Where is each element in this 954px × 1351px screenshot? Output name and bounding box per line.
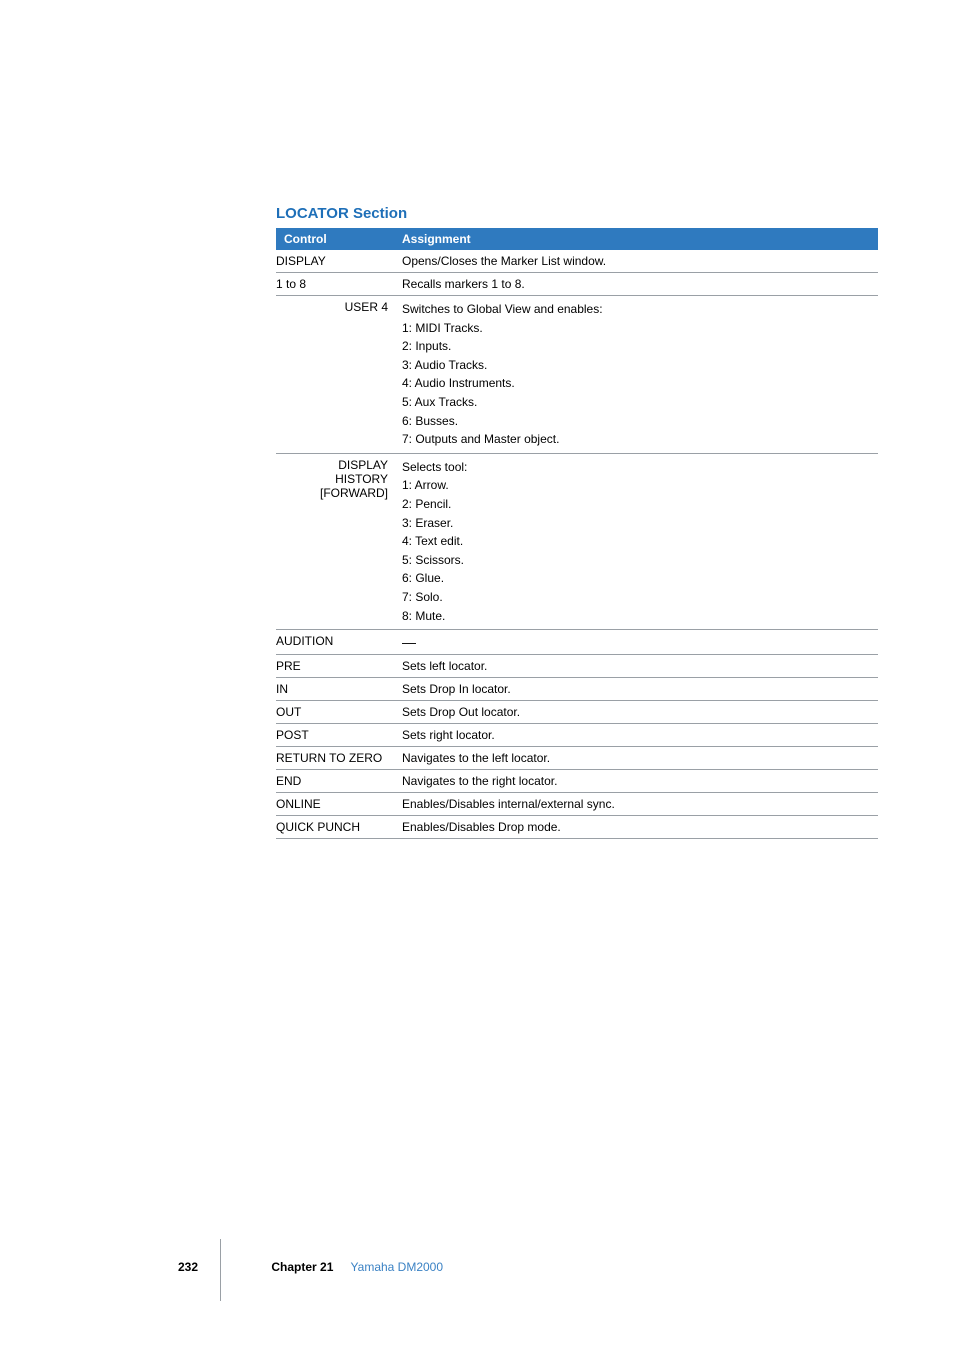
- section-title: LOCATOR Section: [276, 205, 878, 222]
- table-row: QUICK PUNCHEnables/Disables Drop mode.: [276, 816, 878, 839]
- control-cell: AUDITION: [276, 630, 394, 655]
- chapter-title: Yamaha DM2000: [351, 1260, 444, 1274]
- table-row: USER 4Switches to Global View and enable…: [276, 296, 878, 454]
- assignment-cell: Navigates to the left locator.: [394, 747, 878, 770]
- control-cell: RETURN TO ZERO: [276, 747, 394, 770]
- chapter-label: Chapter 21: [271, 1260, 333, 1274]
- table-row: DISPLAYHISTORY[FORWARD]Selects tool:1: A…: [276, 453, 878, 629]
- table-row: DISPLAYOpens/Closes the Marker List wind…: [276, 250, 878, 273]
- assignment-cell: Selects tool:1: Arrow.2: Pencil.3: Erase…: [394, 453, 878, 629]
- table-row: INSets Drop In locator.: [276, 678, 878, 701]
- table-row: ENDNavigates to the right locator.: [276, 770, 878, 793]
- control-cell: USER 4: [276, 296, 394, 454]
- page-footer: 232 Chapter 21 Yamaha DM2000: [178, 1260, 443, 1274]
- assignment-cell: —: [394, 630, 878, 655]
- table-row: RETURN TO ZERONavigates to the left loca…: [276, 747, 878, 770]
- table-row: POSTSets right locator.: [276, 724, 878, 747]
- locator-table: Control Assignment DISPLAYOpens/Closes t…: [276, 228, 878, 839]
- control-cell: IN: [276, 678, 394, 701]
- assignment-cell: Switches to Global View and enables:1: M…: [394, 296, 878, 454]
- assignment-cell: Enables/Disables internal/external sync.: [394, 793, 878, 816]
- assignment-cell: Sets right locator.: [394, 724, 878, 747]
- table-row: PRESets left locator.: [276, 655, 878, 678]
- col-assignment: Assignment: [394, 228, 878, 250]
- table-row: ONLINEEnables/Disables internal/external…: [276, 793, 878, 816]
- control-cell: ONLINE: [276, 793, 394, 816]
- table-header-row: Control Assignment: [276, 228, 878, 250]
- assignment-cell: Opens/Closes the Marker List window.: [394, 250, 878, 273]
- page-number: 232: [178, 1260, 198, 1274]
- control-cell: OUT: [276, 701, 394, 724]
- table-row: 1 to 8Recalls markers 1 to 8.: [276, 273, 878, 296]
- control-cell: PRE: [276, 655, 394, 678]
- assignment-cell: Recalls markers 1 to 8.: [394, 273, 878, 296]
- assignment-cell: Navigates to the right locator.: [394, 770, 878, 793]
- assignment-cell: Sets Drop Out locator.: [394, 701, 878, 724]
- assignment-cell: Sets Drop In locator.: [394, 678, 878, 701]
- control-cell: POST: [276, 724, 394, 747]
- control-cell: 1 to 8: [276, 273, 394, 296]
- assignment-cell: Enables/Disables Drop mode.: [394, 816, 878, 839]
- table-row: AUDITION—: [276, 630, 878, 655]
- control-cell: DISPLAY: [276, 250, 394, 273]
- control-cell: DISPLAYHISTORY[FORWARD]: [276, 453, 394, 629]
- col-control: Control: [276, 228, 394, 250]
- table-row: OUTSets Drop Out locator.: [276, 701, 878, 724]
- assignment-cell: Sets left locator.: [394, 655, 878, 678]
- control-cell: END: [276, 770, 394, 793]
- control-cell: QUICK PUNCH: [276, 816, 394, 839]
